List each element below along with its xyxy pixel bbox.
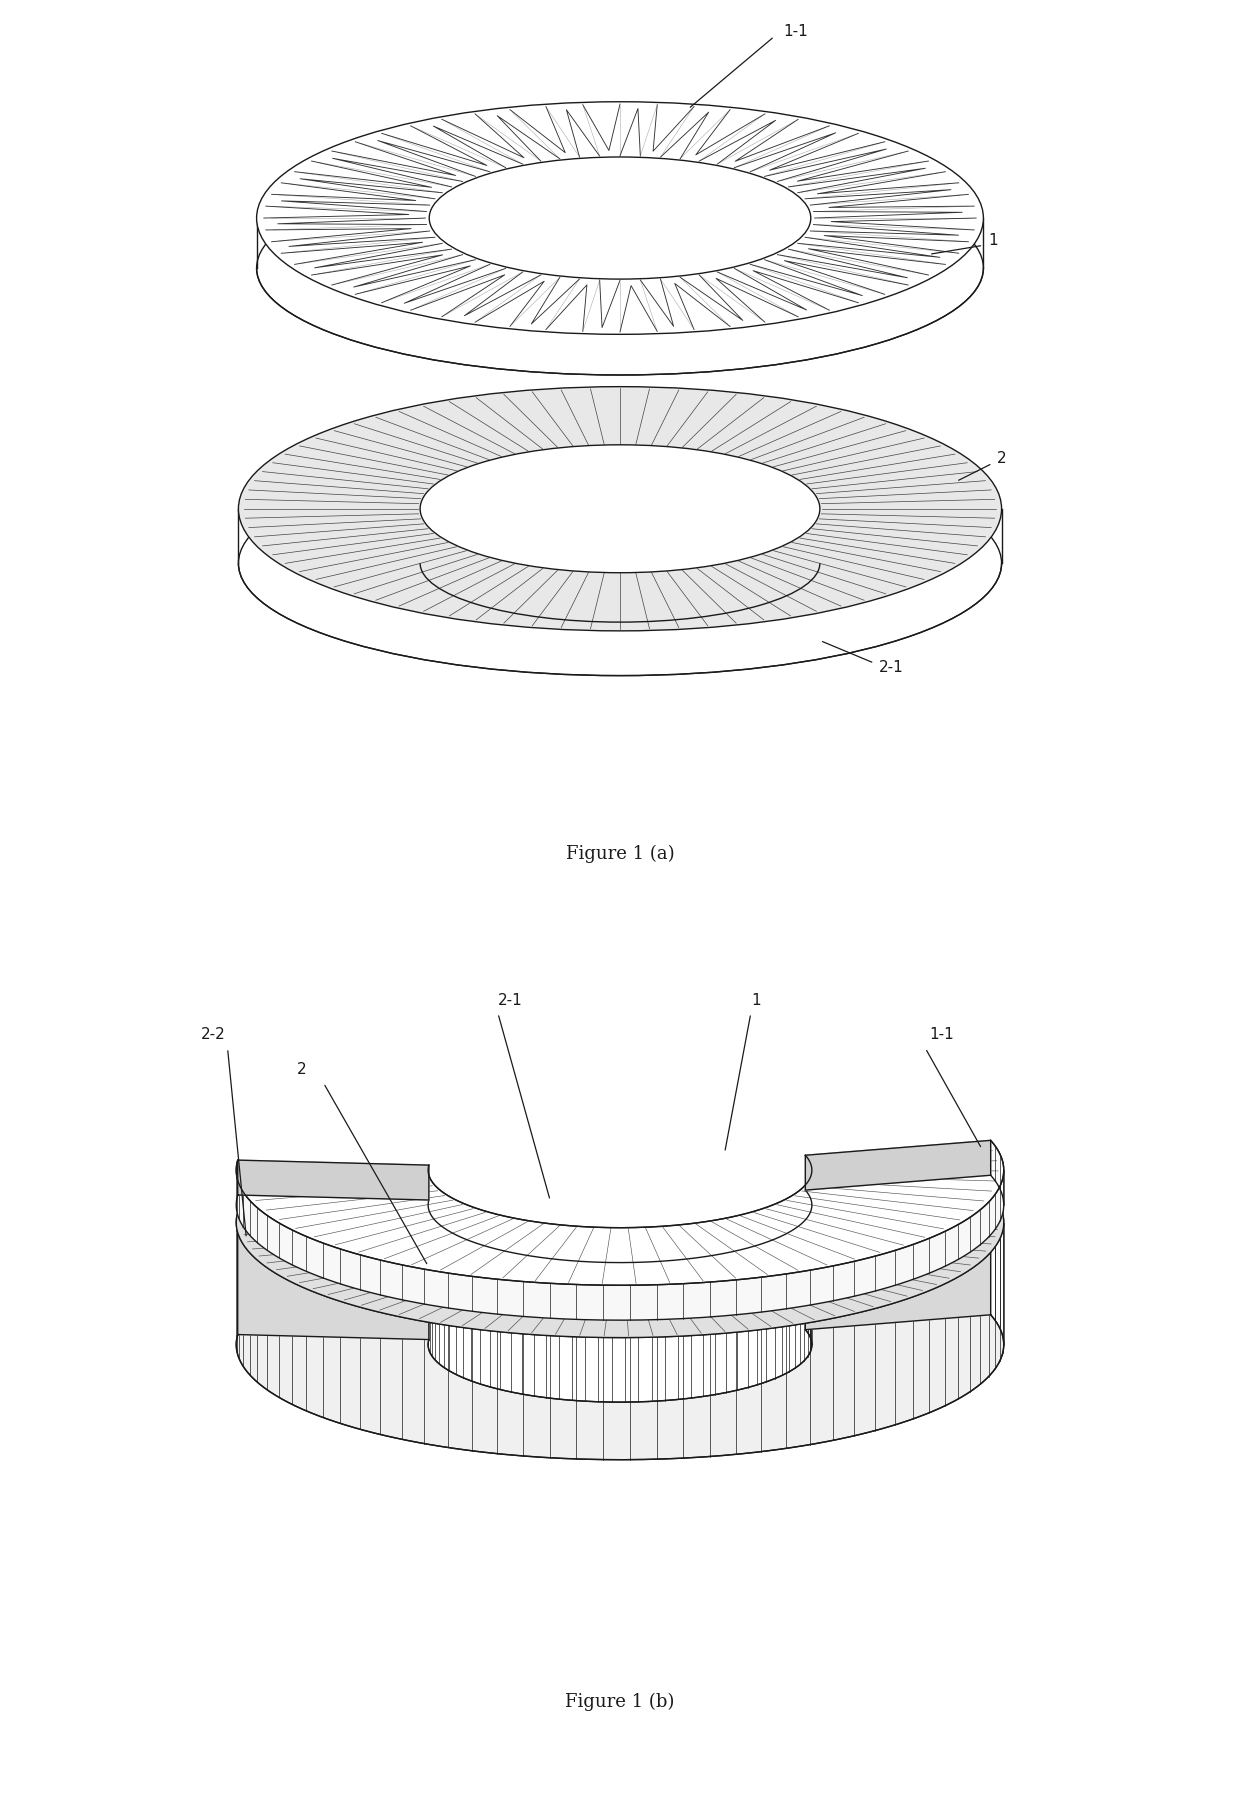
Text: 1-1: 1-1 — [930, 1027, 955, 1043]
Text: 2: 2 — [997, 451, 1007, 467]
Polygon shape — [238, 1212, 429, 1339]
Ellipse shape — [420, 445, 820, 572]
Text: 2-1: 2-1 — [498, 992, 522, 1008]
Ellipse shape — [429, 156, 811, 280]
Ellipse shape — [238, 387, 1002, 630]
Polygon shape — [805, 1192, 991, 1330]
Ellipse shape — [238, 451, 1002, 676]
Polygon shape — [237, 1192, 1003, 1337]
Ellipse shape — [420, 505, 820, 621]
Text: 1: 1 — [988, 233, 997, 249]
Polygon shape — [237, 1316, 1003, 1459]
Text: 2: 2 — [298, 1063, 308, 1077]
Polygon shape — [237, 1141, 1003, 1285]
Text: 2-2: 2-2 — [201, 1027, 226, 1043]
Text: Figure 1 (b): Figure 1 (b) — [565, 1693, 675, 1712]
Text: Figure 1 (a): Figure 1 (a) — [565, 845, 675, 863]
Polygon shape — [805, 1141, 991, 1190]
Text: 1: 1 — [751, 992, 760, 1008]
Polygon shape — [238, 1159, 429, 1199]
Ellipse shape — [257, 162, 983, 374]
Text: 2-1: 2-1 — [879, 660, 904, 676]
Polygon shape — [237, 1176, 1003, 1321]
Ellipse shape — [429, 213, 811, 323]
Ellipse shape — [257, 102, 983, 334]
Text: 1-1: 1-1 — [784, 24, 808, 40]
